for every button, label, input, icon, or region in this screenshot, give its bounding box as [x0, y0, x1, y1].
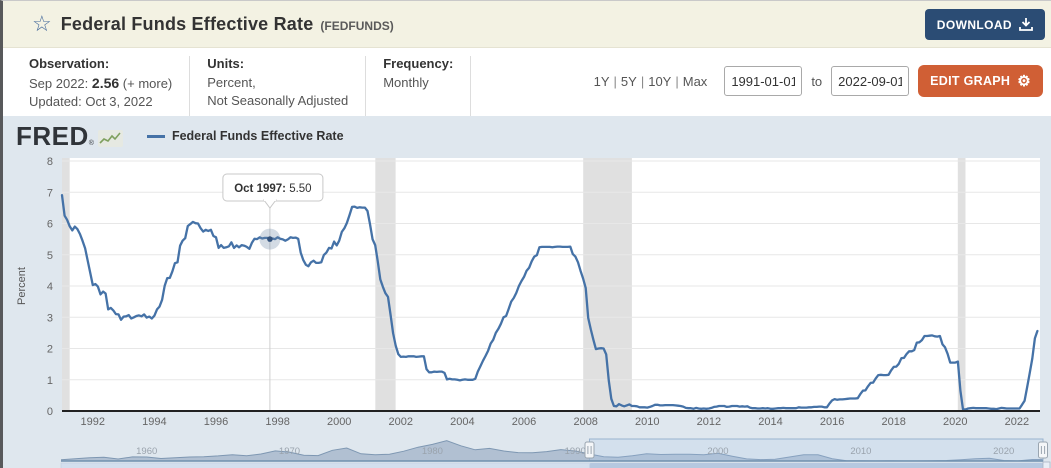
x-tick-label: 2020 — [943, 416, 967, 428]
svg-text:Oct 1997: 5.50: Oct 1997: 5.50 — [234, 183, 311, 195]
range-10y[interactable]: 10Y — [648, 73, 672, 89]
observation-value: 2.56 — [91, 75, 120, 91]
navigator-left-handle[interactable] — [584, 441, 595, 459]
observation-value-line: Sep 2022: 2.56 (+ more) — [29, 74, 172, 93]
y-axis-title: Percent — [16, 267, 28, 305]
x-tick-label: 2014 — [758, 416, 782, 428]
series-id: (FEDFUNDS) — [320, 19, 394, 33]
hover-point — [267, 236, 273, 242]
units-line1: Percent, — [207, 75, 256, 90]
range-links: 1Y | 5Y | 10Y | Max — [594, 74, 708, 89]
title-bar: ☆ Federal Funds Effective Rate (FEDFUNDS… — [3, 1, 1051, 48]
navigator-decade-label: 2010 — [850, 446, 871, 457]
x-tick-label: 2000 — [327, 416, 351, 428]
x-tick-label: 2012 — [697, 416, 721, 428]
navigator-decade-label: 2020 — [993, 446, 1014, 457]
navigator-decade-label: 1960 — [136, 446, 157, 457]
x-tick-label: 1998 — [265, 416, 289, 428]
range-separator: | — [613, 73, 617, 89]
navigator-decade-label: 2000 — [707, 446, 728, 457]
navigator-decade-label: 1970 — [279, 446, 300, 457]
x-tick-label: 2002 — [389, 416, 413, 428]
start-date-input[interactable] — [724, 66, 803, 96]
graph-controls: 1Y|5Y|10Y|Max to EDIT GRAPH ⚙ — [594, 64, 1051, 98]
y-tick-label: 4 — [47, 281, 53, 293]
gear-icon: ⚙ — [1017, 72, 1031, 90]
y-tick-label: 2 — [47, 344, 53, 356]
scrollbar-right-button[interactable] — [1042, 461, 1051, 468]
observation-date: Sep 2022: — [29, 76, 89, 91]
x-tick-label: 1996 — [204, 416, 228, 428]
frequency-label: Frequency: — [383, 56, 454, 71]
edit-graph-label: EDIT GRAPH — [930, 74, 1011, 88]
scrollbar-thumb[interactable] — [589, 463, 1044, 468]
units-label: Units: — [207, 56, 245, 71]
download-icon — [1019, 18, 1033, 31]
units-block: Units: Percent, Not Seasonally Adjusted — [190, 56, 367, 116]
recession-band — [957, 158, 966, 411]
fred-logo-registered-mark: ® — [88, 140, 94, 147]
fred-logo-text: FRED — [16, 121, 89, 151]
chart-legend: Federal Funds Effective Rate — [146, 129, 344, 143]
y-tick-label: 6 — [47, 219, 53, 231]
recession-band — [375, 158, 396, 411]
y-tick-label: 7 — [47, 187, 53, 199]
x-tick-label: 2004 — [450, 416, 474, 428]
favorite-star-icon[interactable]: ☆ — [32, 11, 52, 36]
range-5y[interactable]: 5Y — [620, 73, 637, 89]
range-max[interactable]: Max — [682, 73, 708, 89]
frequency-value: Monthly — [383, 75, 429, 90]
chart-header: FRED ® Federal Funds Effective Rate — [3, 116, 1051, 156]
units-line2: Not Seasonally Adjusted — [207, 93, 349, 108]
x-tick-label: 2022 — [1005, 416, 1029, 428]
range-separator: | — [675, 73, 679, 89]
x-tick-label: 2018 — [881, 416, 905, 428]
navigator-right-handle[interactable] — [1038, 441, 1048, 459]
navigator-decade-label: 1990 — [565, 446, 586, 457]
frequency-block: Frequency: Monthly — [366, 56, 472, 116]
x-tick-label: 1994 — [142, 416, 166, 428]
plot-background — [62, 158, 1040, 411]
navigator-decade-label: 1980 — [422, 446, 443, 457]
fred-logo[interactable]: FRED ® — [16, 123, 123, 149]
end-date-input[interactable] — [831, 66, 910, 96]
download-button-label: DOWNLOAD — [936, 17, 1012, 32]
x-tick-label: 2016 — [820, 416, 844, 428]
meta-bar: Observation: Sep 2022: 2.56 (+ more) Upd… — [3, 49, 1051, 116]
download-button[interactable]: DOWNLOAD — [924, 9, 1045, 40]
x-tick-label: 1992 — [81, 416, 105, 428]
main-chart-svg[interactable]: 0 1 2 3 4 5 6 7 8 1992 1994 1996 1998 2000 2002 2004 200… — [3, 156, 1051, 468]
range-1y[interactable]: 1Y — [593, 73, 610, 89]
y-tick-label: 1 — [47, 375, 53, 387]
chart-panel: FRED ® Federal Funds Effective Rate 0 1 2 3… — [3, 116, 1051, 468]
y-tick-label: 8 — [47, 156, 53, 168]
legend-line-swatch — [146, 134, 165, 138]
observation-more-link[interactable]: (+ more) — [122, 76, 173, 91]
range-separator: | — [640, 73, 645, 89]
navigator-selection[interactable] — [589, 438, 1044, 462]
x-tick-label: 2010 — [635, 416, 659, 428]
y-tick-label: 0 — [47, 406, 53, 418]
x-tick-label: 2006 — [512, 416, 536, 428]
y-tick-label: 3 — [47, 312, 53, 324]
observation-block: Observation: Sep 2022: 2.56 (+ more) Upd… — [3, 56, 191, 116]
fred-logo-sparkline-icon — [97, 130, 123, 147]
tooltip: Oct 1997: 5.50 — [222, 173, 324, 209]
x-tick-label: 2008 — [573, 416, 597, 428]
legend-label: Federal Funds Effective Rate — [171, 129, 344, 143]
to-label: to — [811, 73, 823, 89]
y-tick-label: 5 — [47, 250, 53, 262]
series-line[interactable] — [60, 193, 1039, 411]
page-title: Federal Funds Effective Rate — [60, 13, 314, 34]
recession-band — [62, 158, 70, 411]
observation-label: Observation: — [29, 56, 110, 71]
observation-updated: Updated: Oct 3, 2022 — [29, 94, 153, 109]
edit-graph-button[interactable]: EDIT GRAPH ⚙ — [918, 65, 1043, 97]
